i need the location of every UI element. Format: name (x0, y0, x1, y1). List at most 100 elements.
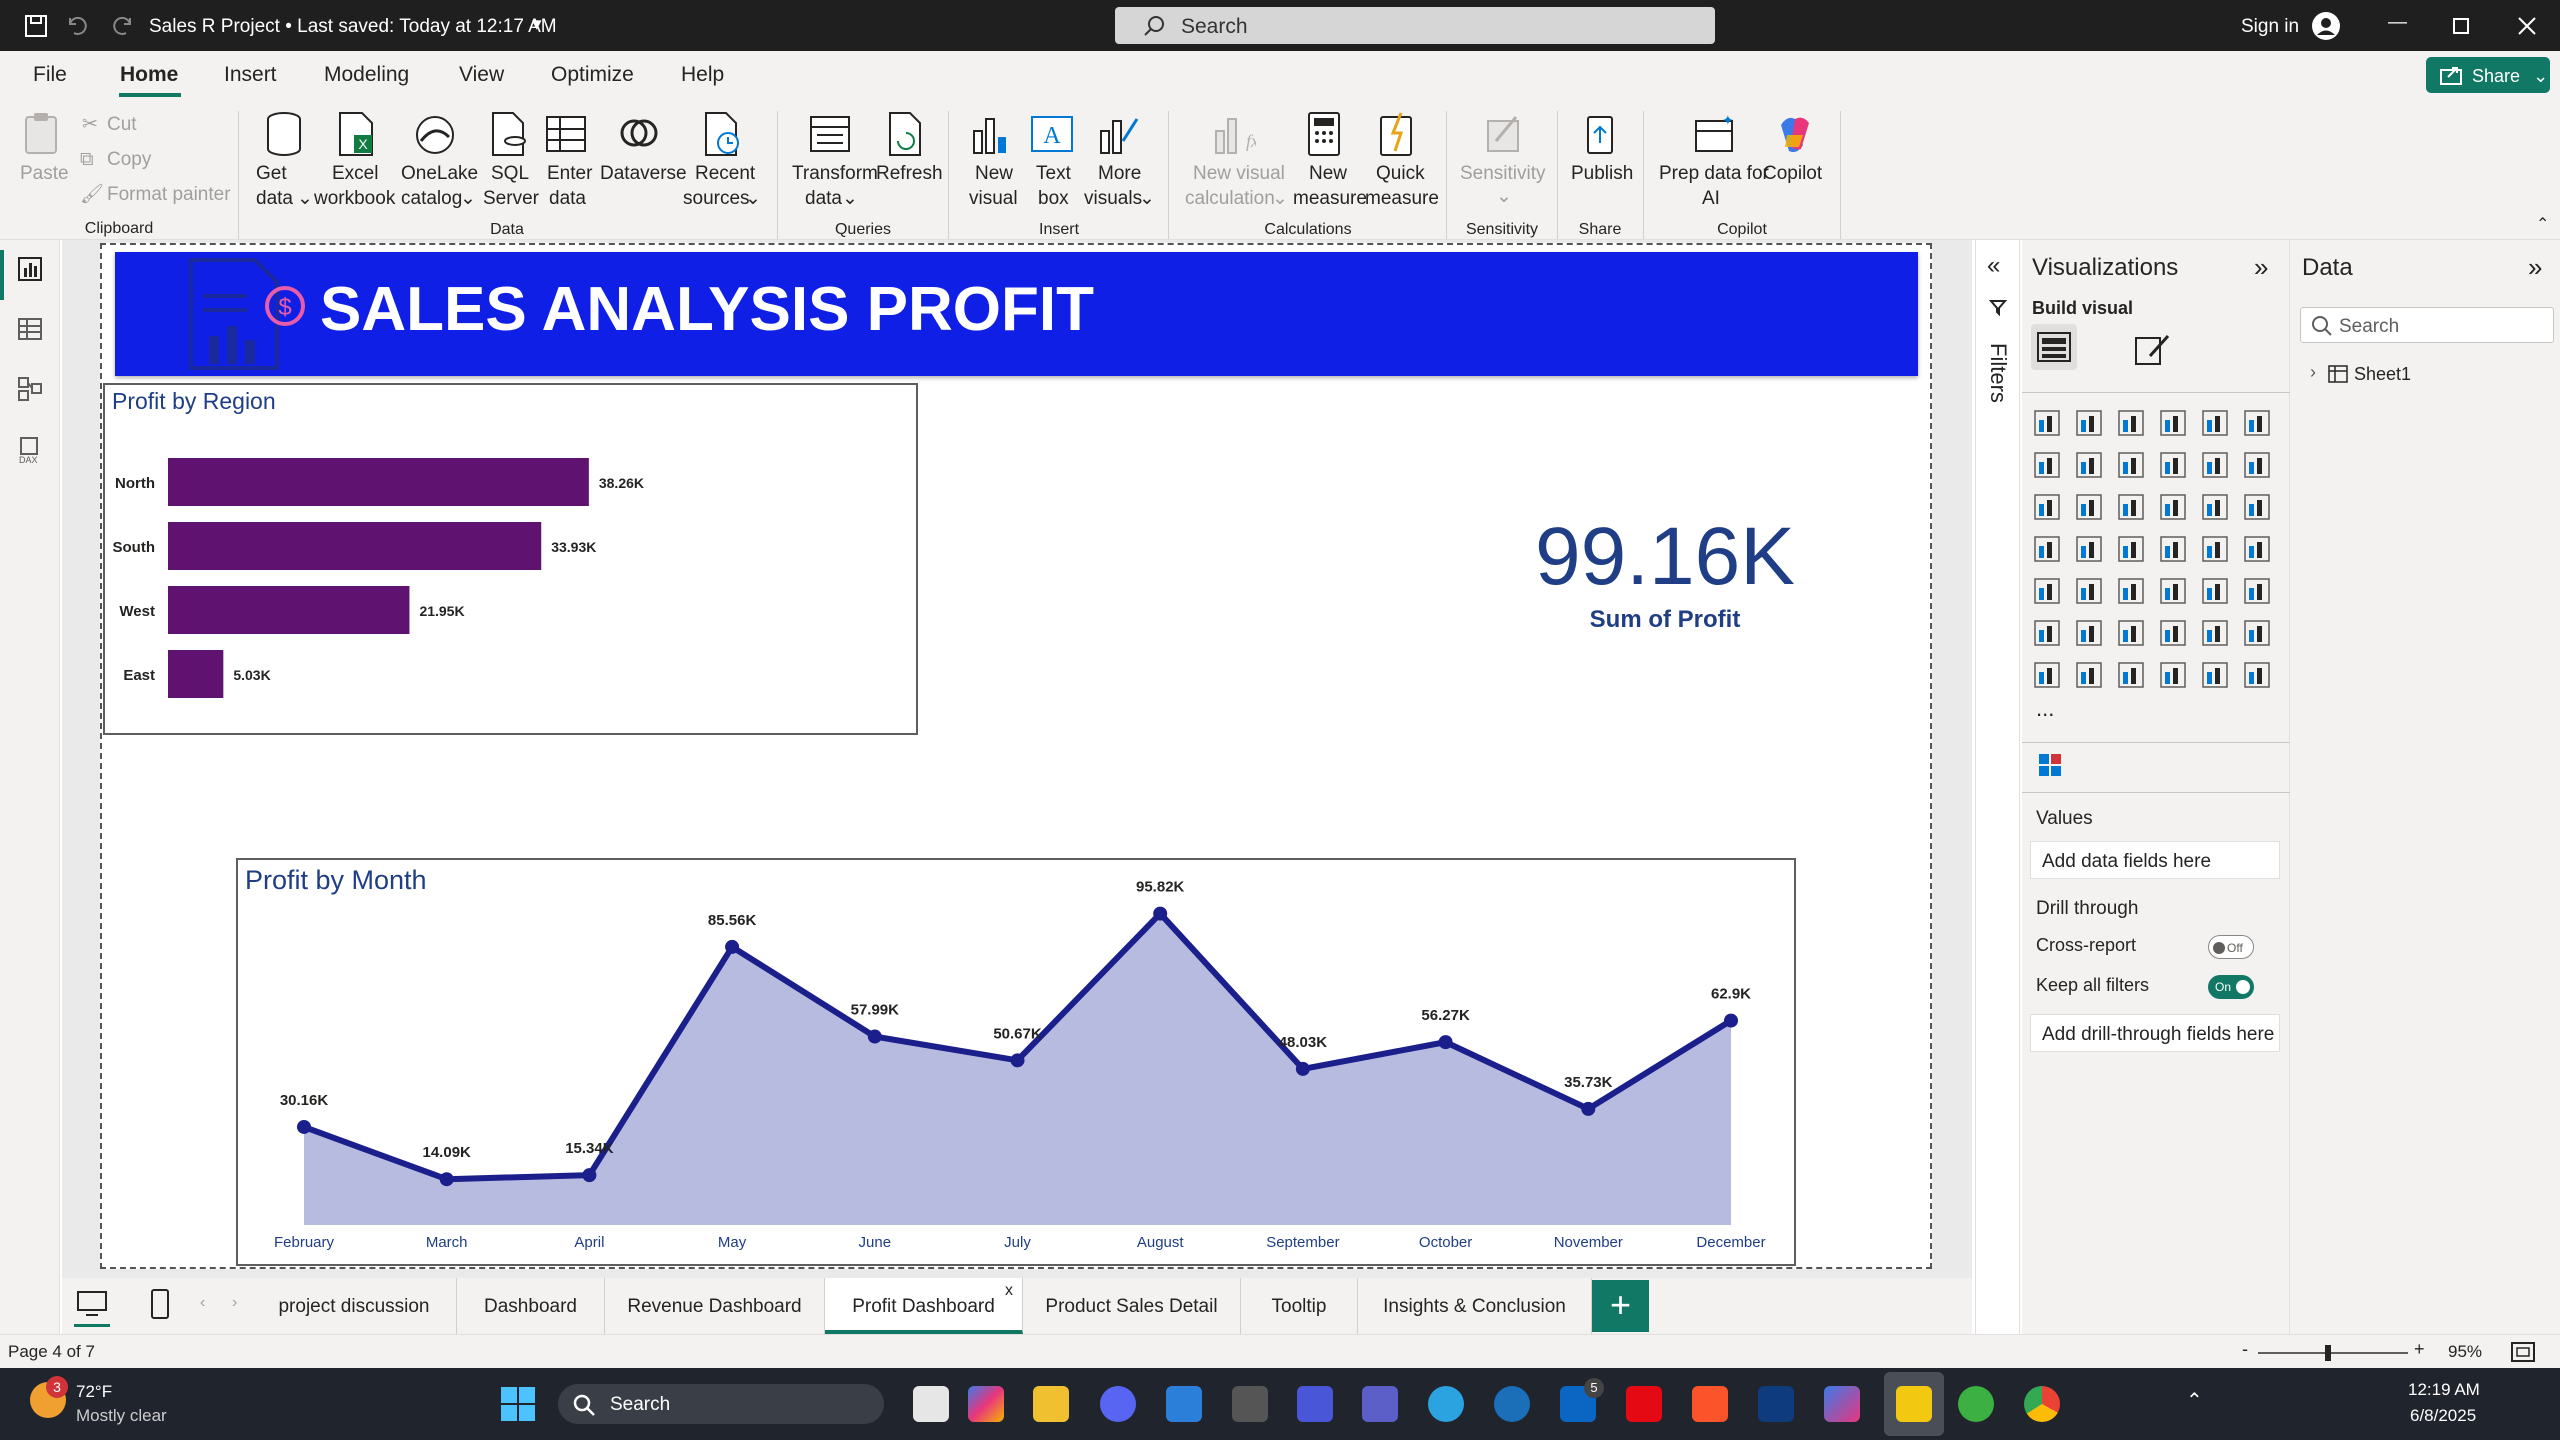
month-data-point[interactable] (1724, 1013, 1738, 1028)
power-bi-icon[interactable] (1896, 1386, 1932, 1422)
report-view-icon[interactable] (17, 256, 43, 282)
page-tab-dashboard[interactable]: Dashboard (457, 1278, 605, 1334)
smart-narrative-visual-icon[interactable] (2158, 618, 2188, 648)
zoom-out-button[interactable]: - (2242, 1339, 2248, 1359)
text-box-label-2[interactable]: box (1038, 188, 1069, 209)
narrative-visual-icon[interactable] (2116, 660, 2146, 690)
sensitivity-chevron-icon[interactable]: ⌄ (1496, 186, 1512, 207)
brave-icon[interactable] (1692, 1386, 1728, 1422)
refresh-button[interactable]: Refresh (876, 163, 943, 184)
publish-button[interactable]: Publish (1571, 163, 1634, 184)
share-button[interactable]: Share ⌄ (2426, 57, 2550, 93)
page-tab-insights-conclusion[interactable]: Insights & Conclusion (1358, 1278, 1592, 1334)
recent-label-1[interactable]: Recent (695, 163, 756, 184)
app-icon[interactable] (1958, 1386, 1994, 1422)
paste-button[interactable]: Paste (20, 163, 69, 184)
quick-measure-label-2[interactable]: measure (1365, 188, 1439, 209)
account-icon[interactable] (2311, 11, 2341, 41)
format-visual-icon[interactable] (2134, 332, 2172, 366)
month-data-point[interactable] (582, 1168, 597, 1183)
tab-file[interactable]: File (33, 63, 67, 86)
netflix-icon[interactable] (1626, 1386, 1662, 1422)
fit-to-page-icon[interactable] (2510, 1341, 2536, 1363)
kpi-card-value[interactable]: 99.16K (1535, 511, 1795, 602)
cut-button[interactable]: Cut (107, 114, 137, 135)
pie-visual-icon[interactable] (2158, 492, 2188, 522)
new-measure-label-1[interactable]: New (1309, 163, 1348, 184)
chrome-icon[interactable] (2024, 1386, 2060, 1422)
store-icon[interactable] (1166, 1386, 1202, 1422)
qa-visual-icon[interactable] (2116, 618, 2146, 648)
page-tab-project-discussion[interactable]: project discussion (252, 1278, 457, 1334)
stacked-area-visual-icon[interactable] (2116, 450, 2146, 480)
profit-by-month-chart[interactable]: Profit by Month 30.16K February 14.09K Marc… (236, 858, 1796, 1266)
app-icon[interactable] (1232, 1386, 1268, 1422)
month-data-point[interactable] (1010, 1053, 1025, 1068)
drill-through-field-well[interactable]: Add drill-through fields here (2030, 1014, 2280, 1052)
model-view-icon[interactable] (17, 376, 43, 402)
discord-icon[interactable] (1100, 1386, 1136, 1422)
scroll-tabs-left-icon[interactable]: ‹ (200, 1294, 206, 1311)
onelake-label-2[interactable]: catalog (401, 188, 463, 209)
treemap-visual-icon[interactable] (2242, 492, 2272, 522)
taskbar-date[interactable]: 6/8/2025 (2410, 1406, 2477, 1425)
new-visual-calc-label-2[interactable]: calculation (1185, 188, 1275, 209)
month-data-point[interactable] (1438, 1035, 1453, 1050)
prep-data-label-1[interactable]: Prep data for (1659, 163, 1769, 184)
page-tab-tooltip[interactable]: Tooltip (1241, 1278, 1358, 1334)
ribbon-visual-icon[interactable] (2158, 450, 2188, 480)
scatter-visual-icon[interactable] (2116, 492, 2146, 522)
region-bar[interactable] (168, 586, 410, 634)
sql-label-1[interactable]: SQL (491, 163, 530, 184)
more-visuals-ellipsis[interactable]: ... (2036, 696, 2055, 721)
power-apps-visual-icon[interactable] (2032, 660, 2062, 690)
100-stacked-column-visual-icon[interactable] (2242, 408, 2272, 438)
tab-insert[interactable]: Insert (224, 63, 277, 86)
m365-icon[interactable] (1824, 1386, 1860, 1422)
clustered-column-visual-icon[interactable] (2158, 408, 2188, 438)
power-automate-visual-icon[interactable] (2074, 660, 2104, 690)
month-data-point[interactable] (1153, 906, 1168, 921)
slicer-visual-icon[interactable] (2074, 576, 2104, 606)
expand-filters-icon[interactable]: « (1987, 252, 2001, 279)
funnel-visual-icon[interactable] (2074, 492, 2104, 522)
month-data-point[interactable] (297, 1119, 311, 1134)
sensitivity-button[interactable]: Sensitivity (1460, 163, 1546, 184)
text-box-label-1[interactable]: Text (1036, 163, 1071, 184)
enter-data-label-1[interactable]: Enter (547, 163, 593, 184)
area-visual-icon[interactable] (2074, 450, 2104, 480)
excel-label-2[interactable]: workbook (314, 188, 396, 209)
chevron-visual-icon[interactable] (2242, 660, 2272, 690)
table-view-icon[interactable] (17, 316, 43, 342)
month-data-point[interactable] (439, 1172, 454, 1187)
zoom-level[interactable]: 95% (2448, 1342, 2483, 1361)
tab-view[interactable]: View (459, 63, 505, 86)
zoom-slider-thumb[interactable] (2325, 1345, 2331, 1361)
table-item-sheet1[interactable]: › Sheet1 (2310, 362, 2530, 390)
zoom-in-button[interactable]: + (2414, 1339, 2425, 1359)
100-stacked-bar-visual-icon[interactable] (2200, 408, 2230, 438)
taskbar-time[interactable]: 12:19 AM (2408, 1380, 2480, 1399)
scroll-tabs-right-icon[interactable]: › (232, 1294, 238, 1311)
expand-chevron-icon[interactable]: › (2310, 362, 2316, 382)
tab-modeling[interactable]: Modeling (324, 63, 410, 86)
new-visual-calc-chevron-icon[interactable]: ⌄ (1272, 188, 1288, 209)
goals-visual-icon[interactable] (2242, 618, 2272, 648)
save-icon[interactable] (24, 14, 48, 38)
new-measure-label-2[interactable]: measure (1293, 188, 1367, 209)
region-bar[interactable] (168, 458, 589, 506)
custom-visual-icon[interactable] (2038, 753, 2062, 777)
card-visual-icon[interactable] (2200, 534, 2230, 564)
copilot-button[interactable]: Copilot (1763, 163, 1823, 184)
disney-icon[interactable] (1758, 1386, 1794, 1422)
region-bar[interactable] (168, 650, 224, 698)
waterfall-visual-icon[interactable] (2032, 492, 2062, 522)
window-title[interactable]: Sales R Project • Last saved: Today at 1… (149, 16, 557, 37)
more-visuals-chevron-icon[interactable]: ⌄ (1139, 188, 1155, 209)
month-data-point[interactable] (1581, 1101, 1596, 1116)
maximize-icon[interactable] (2453, 18, 2469, 34)
transform-label-1[interactable]: Transform (792, 163, 878, 184)
weather-desc[interactable]: Mostly clear (76, 1406, 167, 1425)
close-tab-icon[interactable]: x (1005, 1282, 1013, 1299)
metrics-visual-icon[interactable] (2158, 660, 2188, 690)
